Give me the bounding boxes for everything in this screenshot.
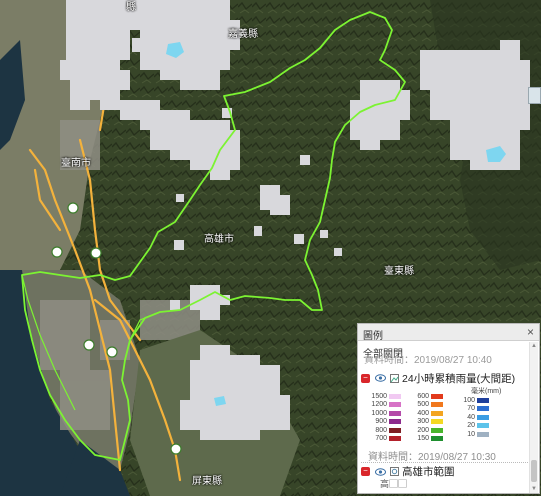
scale-unit: 毫米(mm) xyxy=(471,388,502,395)
label-kaohsiung: 高雄市 xyxy=(204,234,234,245)
layer-boundary: − 高雄市範圍 xyxy=(358,465,539,478)
eye-icon[interactable] xyxy=(375,467,386,476)
label-tainan: 臺南市 xyxy=(61,158,91,169)
legend-scrollbar[interactable]: ▲ ▼ xyxy=(529,342,538,493)
label-chiayi: 嘉義縣 xyxy=(228,29,258,40)
toggle-all-button[interactable]: 全部關閉 xyxy=(363,349,403,360)
scale-item: 800 xyxy=(369,427,401,434)
legend-title: 圖例 xyxy=(363,331,383,342)
top-partial-label: 縣 xyxy=(126,2,136,13)
scale-item: 1500 xyxy=(369,393,401,400)
highway-network xyxy=(28,98,182,482)
scale-item: 100 xyxy=(457,397,489,404)
cloud-mask xyxy=(60,0,530,440)
kaohsiung-boundary xyxy=(21,11,406,461)
layer-rainfall-label: 24小時累積雨量(大間距) xyxy=(402,372,516,385)
scale-item: 10 xyxy=(457,431,489,438)
layer-rainfall: − 24小時累積雨量(大間距) xyxy=(358,371,539,385)
legend-panel: 圖例 × 全部關閉 資料時間：2019/08/27 10:40 − 24小時累積… xyxy=(357,323,540,494)
data-time-layer1: 資料時間：2019/08/27 10:30 xyxy=(368,452,496,463)
layer-boundary-label: 高雄市範圍 xyxy=(402,466,455,478)
map-widget-icon[interactable] xyxy=(528,87,541,104)
legend-header: 圖例 × xyxy=(358,324,539,342)
legend-divider xyxy=(361,462,536,463)
scale-item: 20 xyxy=(457,422,489,429)
image-layer-icon xyxy=(390,373,399,383)
data-time-top: 資料時間：2019/08/27 10:40 xyxy=(364,356,492,366)
vector-layer-icon xyxy=(390,467,399,476)
scale-item: 1000 xyxy=(369,410,401,417)
scale-item: 150 xyxy=(411,435,443,442)
scale-item: 500 xyxy=(411,401,443,408)
scale-item: 400 xyxy=(411,410,443,417)
scale-item: 300 xyxy=(411,418,443,425)
layer-boundary-sub: 高▢▢ xyxy=(380,479,408,489)
scale-item: 600 xyxy=(411,393,443,400)
scale-item: 40 xyxy=(457,414,489,421)
scale-item: 900 xyxy=(369,418,401,425)
scale-item: 700 xyxy=(369,435,401,442)
remove-layer-button[interactable]: − xyxy=(361,467,370,476)
label-taitung: 臺東縣 xyxy=(384,266,414,277)
scale-item: 70 xyxy=(457,405,489,412)
remove-layer-button[interactable]: − xyxy=(361,373,370,383)
scrollbar-thumb[interactable] xyxy=(531,460,537,482)
scale-item: 1200 xyxy=(369,401,401,408)
scale-item: 200 xyxy=(411,427,443,434)
label-pingtung: 屏東縣 xyxy=(192,476,222,487)
rain-cells xyxy=(166,42,506,406)
eye-icon[interactable] xyxy=(375,374,386,382)
close-icon[interactable]: × xyxy=(526,325,534,339)
rain-station-markers[interactable] xyxy=(51,202,182,455)
rainfall-color-scale: 毫米(mm) 1500 1200 1000 900 800 700 600 500 400 30… xyxy=(369,387,539,447)
